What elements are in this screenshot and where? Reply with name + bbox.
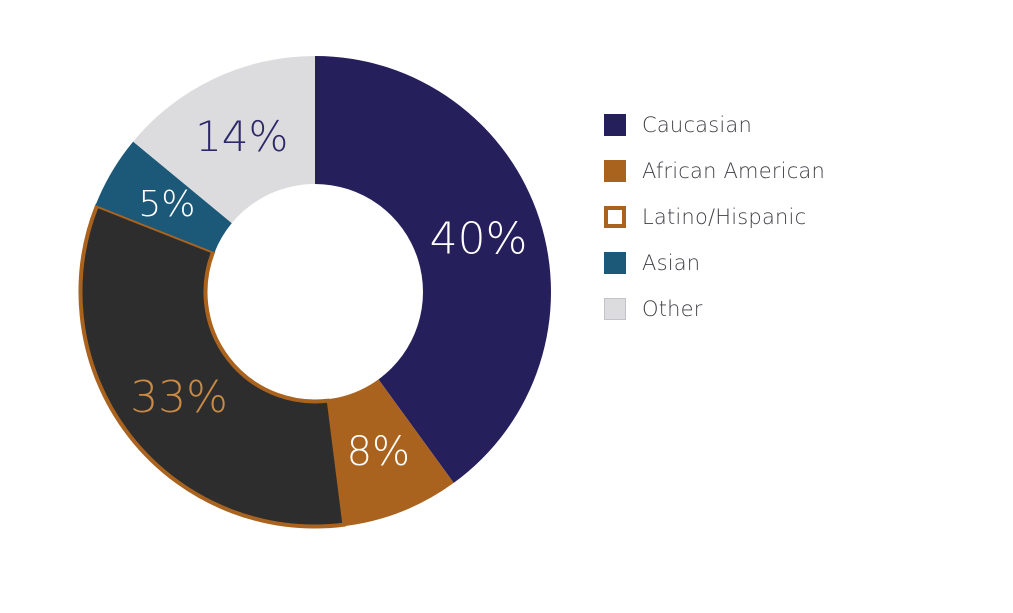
slice-label-asian: 5%	[138, 184, 195, 225]
legend-swatch-other	[604, 298, 626, 320]
slice-label-caucasian: 40%	[430, 213, 528, 264]
slice-label-latino-hispanic: 33%	[130, 372, 228, 423]
legend-swatch-asian	[604, 252, 626, 274]
slice-label-african-american: 8%	[347, 429, 410, 475]
slice-caucasian	[315, 56, 551, 483]
legend-item-caucasian: Caucasian	[604, 102, 825, 148]
legend-swatch-caucasian	[604, 114, 626, 136]
legend-item-other: Other	[604, 286, 825, 332]
legend-label-caucasian: Caucasian	[642, 113, 753, 137]
chart-legend: Caucasian African American Latino/Hispanic…	[604, 102, 825, 332]
legend-item-asian: Asian	[604, 240, 825, 286]
legend-label-african-american: African American	[642, 159, 826, 183]
slice-other	[133, 56, 315, 224]
legend-swatch-latino-hispanic	[604, 206, 626, 228]
slice-asian	[95, 141, 232, 253]
slice-latino-hispanic	[78, 203, 347, 529]
legend-label-asian: Asian	[642, 251, 701, 275]
legend-swatch-african-american	[604, 160, 626, 182]
legend-label-latino-hispanic: Latino/Hispanic	[642, 205, 807, 229]
legend-item-latino-hispanic: Latino/Hispanic	[604, 194, 825, 240]
slice-label-other: 14%	[195, 112, 288, 161]
legend-item-african-american: African American	[604, 148, 825, 194]
slice-african-american	[328, 379, 454, 527]
legend-label-other: Other	[642, 297, 703, 321]
